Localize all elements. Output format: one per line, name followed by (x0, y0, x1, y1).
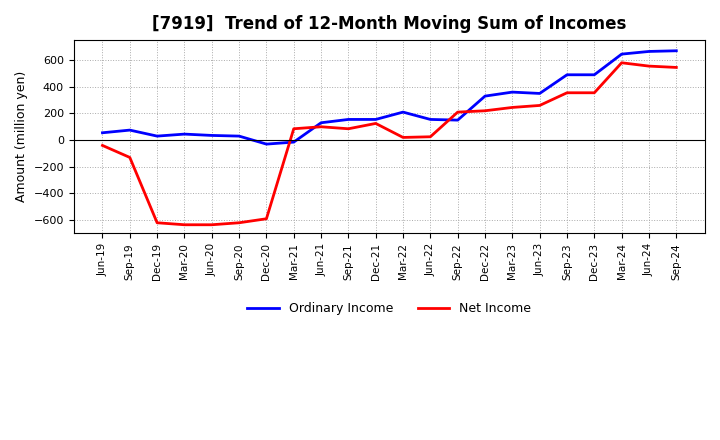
Net Income (289, 126, 298, 132)
Ordinary Income (590, 72, 598, 77)
Ordinary Income (180, 132, 189, 137)
Net Income (481, 108, 490, 114)
Net Income (207, 222, 216, 227)
Line: Ordinary Income: Ordinary Income (102, 51, 676, 144)
Ordinary Income (536, 91, 544, 96)
Title: [7919]  Trend of 12-Month Moving Sum of Incomes: [7919] Trend of 12-Month Moving Sum of I… (152, 15, 626, 33)
Net Income (426, 134, 435, 139)
Ordinary Income (563, 72, 572, 77)
Ordinary Income (617, 51, 626, 57)
Net Income (536, 103, 544, 108)
Ordinary Income (98, 130, 107, 136)
Line: Net Income: Net Income (102, 63, 676, 225)
Ordinary Income (426, 117, 435, 122)
Net Income (454, 110, 462, 115)
Ordinary Income (644, 49, 653, 54)
Legend: Ordinary Income, Net Income: Ordinary Income, Net Income (243, 297, 536, 320)
Ordinary Income (399, 110, 408, 115)
Net Income (644, 63, 653, 69)
Ordinary Income (672, 48, 680, 53)
Ordinary Income (317, 120, 325, 125)
Net Income (317, 124, 325, 129)
Net Income (617, 60, 626, 66)
Net Income (180, 222, 189, 227)
Ordinary Income (372, 117, 380, 122)
Net Income (508, 105, 517, 110)
Net Income (262, 216, 271, 221)
Ordinary Income (235, 133, 243, 139)
Ordinary Income (125, 128, 134, 133)
Net Income (125, 155, 134, 160)
Net Income (98, 143, 107, 148)
Ordinary Income (344, 117, 353, 122)
Net Income (153, 220, 161, 225)
Net Income (590, 90, 598, 95)
Ordinary Income (454, 117, 462, 123)
Net Income (399, 135, 408, 140)
Net Income (563, 90, 572, 95)
Ordinary Income (207, 133, 216, 138)
Net Income (372, 121, 380, 126)
Ordinary Income (508, 89, 517, 95)
Net Income (344, 126, 353, 132)
Ordinary Income (153, 133, 161, 139)
Y-axis label: Amount (million yen): Amount (million yen) (15, 71, 28, 202)
Ordinary Income (262, 142, 271, 147)
Ordinary Income (289, 139, 298, 145)
Net Income (672, 65, 680, 70)
Net Income (235, 220, 243, 225)
Ordinary Income (481, 93, 490, 99)
